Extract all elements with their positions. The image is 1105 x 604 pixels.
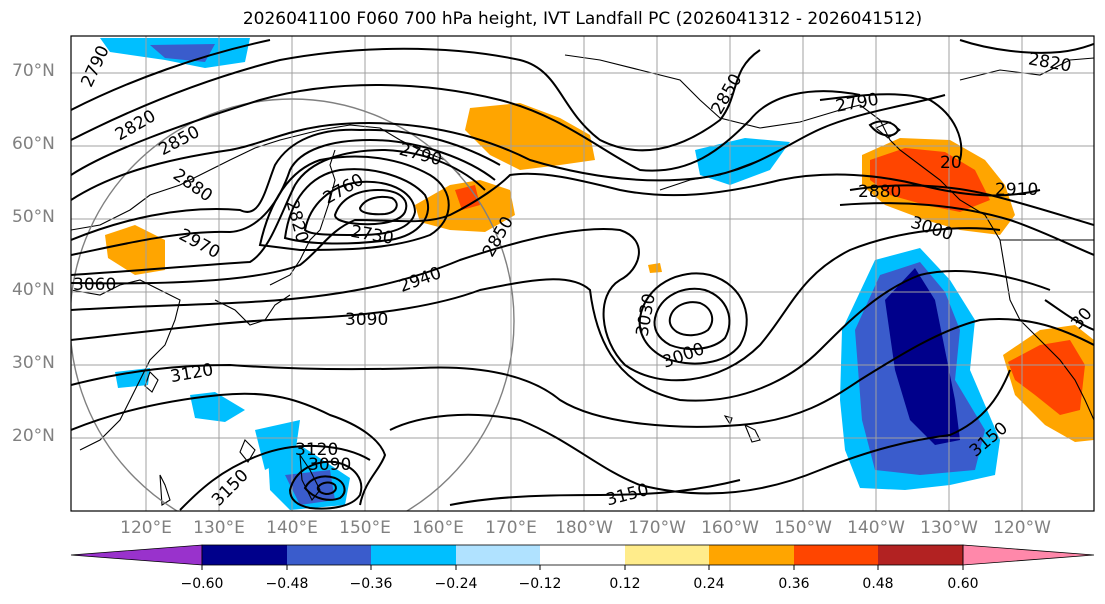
colorbar-segment (794, 545, 878, 565)
colorbar-segment (456, 545, 540, 565)
lon-label: 130°W (920, 518, 978, 538)
colorbar-segment (287, 545, 371, 565)
colorbar (70, 544, 1095, 570)
map-plot-area (71, 36, 1094, 511)
contour-label: 2880 (858, 182, 901, 202)
colorbar-tick-label: 0.12 (609, 576, 641, 592)
colorbar-segment (709, 545, 794, 565)
lon-label: 130°E (193, 518, 245, 538)
lon-label: 170°W (628, 518, 686, 538)
colorbar-segment (371, 545, 456, 565)
map-frame (70, 35, 1095, 512)
colorbar-tick-label: −0.12 (518, 576, 562, 592)
map-title: 2026041100 F060 700 hPa height, IVT Land… (242, 9, 923, 29)
height-contours (71, 39, 1094, 511)
lon-label: 160°E (412, 518, 464, 538)
colorbar-extend-low (70, 544, 203, 566)
colorbar-segment (540, 545, 625, 565)
ivt-negative-shading (100, 38, 1000, 510)
lon-label: 180°W (555, 518, 613, 538)
lat-label: 60°N (12, 134, 55, 154)
colorbar-tick-label: −0.36 (349, 576, 393, 592)
colorbar-extend-high (962, 544, 1095, 566)
lon-label: 120°W (993, 518, 1051, 538)
contour-label: 3120 (295, 440, 338, 460)
lat-label: 50°N (12, 207, 55, 227)
contour-label: 20 (940, 153, 962, 173)
contour-label: 3060 (73, 275, 116, 295)
lon-label: 120°E (120, 518, 172, 538)
colorbar-segment (878, 545, 963, 565)
lat-label: 20°N (12, 426, 55, 446)
colorbar-tick-label: −0.24 (434, 576, 478, 592)
range-circle (71, 98, 515, 511)
lon-label: 160°W (701, 518, 759, 538)
lat-label: 70°N (12, 61, 55, 81)
colorbar-tick-label: 0.48 (862, 576, 894, 592)
colorbar-tick-label: 0.24 (693, 576, 725, 592)
colorbar-tick-label: −0.48 (265, 576, 309, 592)
colorbar-tick-label: 0.60 (947, 576, 979, 592)
contour-label: 3090 (345, 310, 388, 330)
lon-label: 150°W (774, 518, 832, 538)
colorbar-tick-label: −0.60 (180, 576, 224, 592)
lat-label: 40°N (12, 280, 55, 300)
lon-label: 140°E (266, 518, 318, 538)
contour-label: 3090 (308, 455, 351, 475)
contour-label: 2910 (995, 180, 1038, 200)
lat-label: 30°N (12, 353, 55, 373)
lon-label: 170°E (485, 518, 537, 538)
lon-label: 140°W (847, 518, 905, 538)
colorbar-tick-label: 0.36 (778, 576, 810, 592)
colorbar-segment (202, 545, 287, 565)
lon-label: 150°E (339, 518, 391, 538)
colorbar-segment (625, 545, 709, 565)
